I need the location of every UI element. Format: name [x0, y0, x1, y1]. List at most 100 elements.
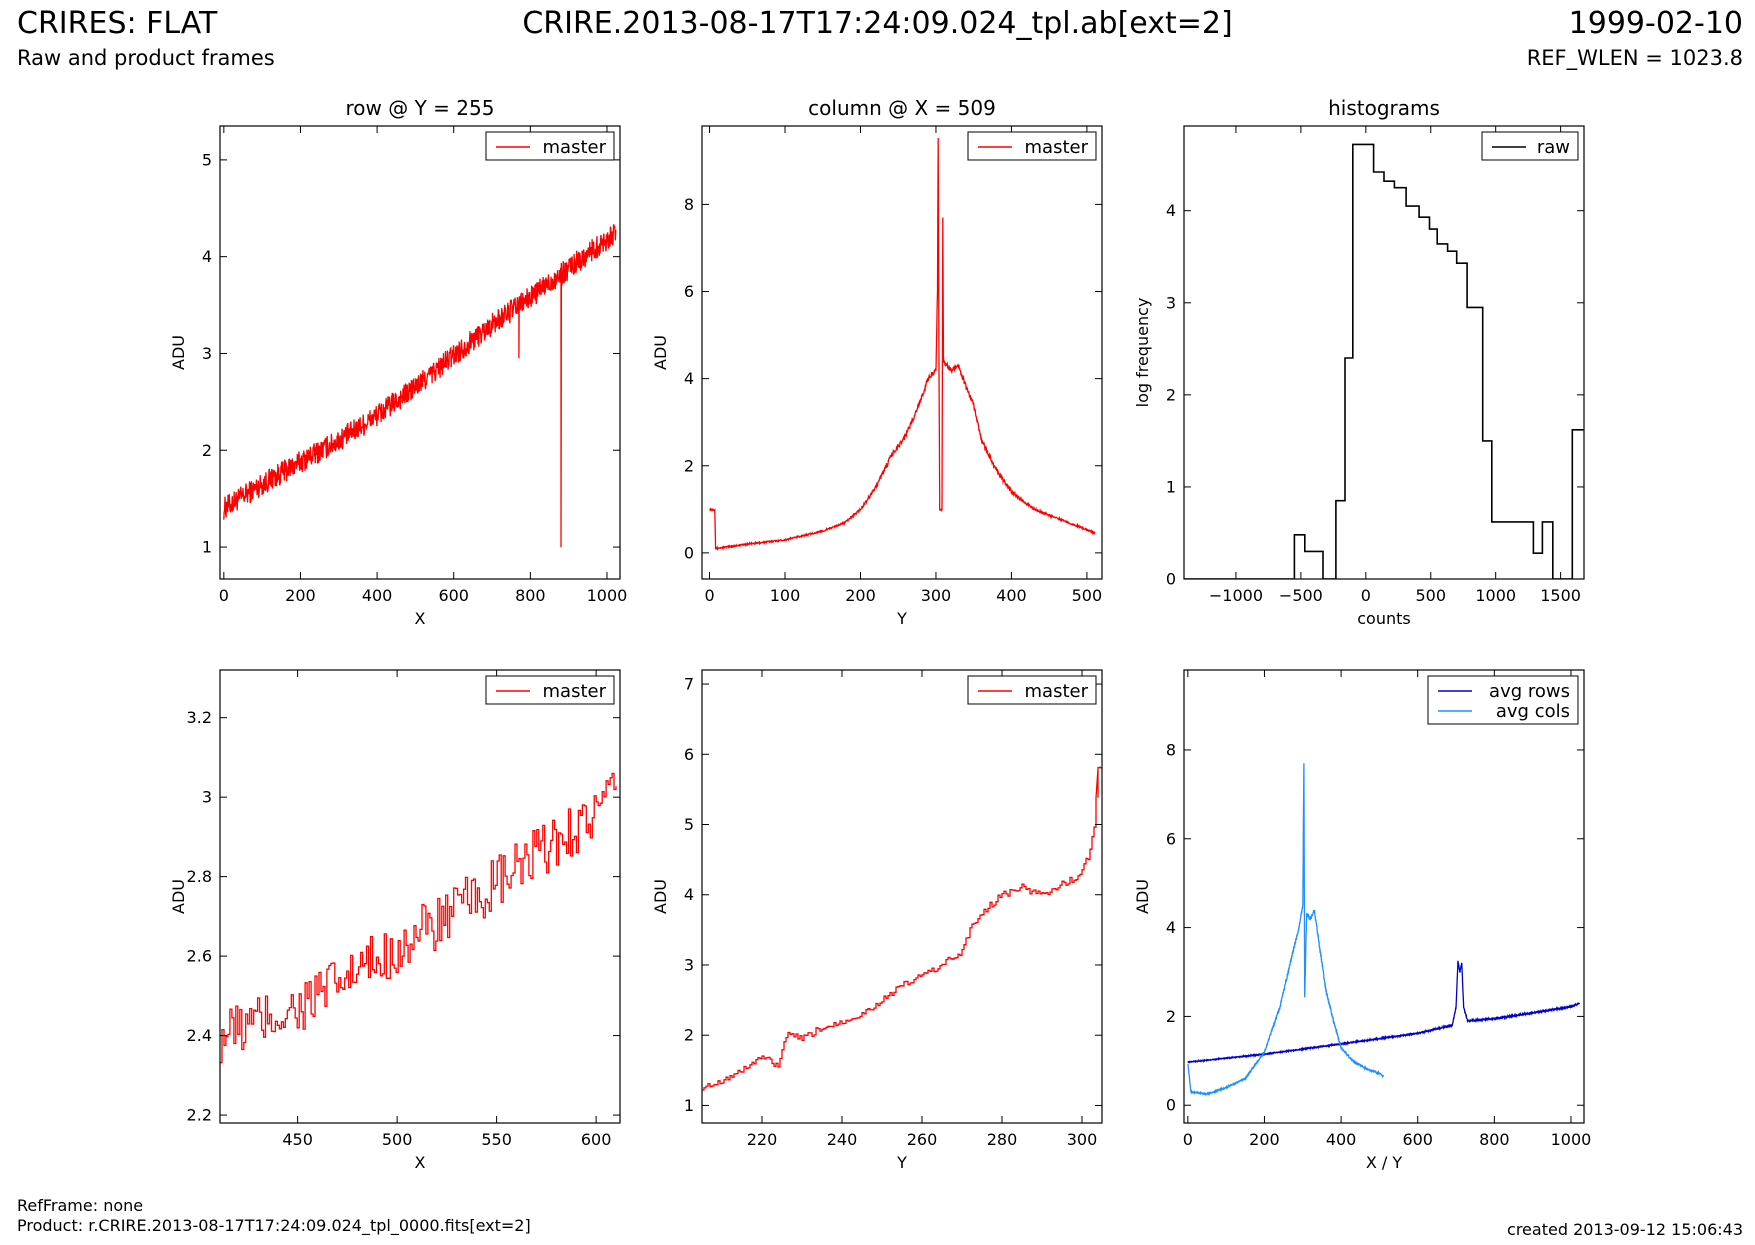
- plot-frame: [1183, 669, 1585, 1124]
- x-tick-label: 0: [1361, 586, 1371, 605]
- legend-entry: master: [543, 681, 607, 702]
- x-tick-label: −500: [1279, 586, 1323, 605]
- chart-title: histograms: [1328, 96, 1440, 120]
- y-tick-label: 1: [1166, 477, 1176, 496]
- y-tick-label: 2: [1166, 1007, 1176, 1026]
- y-tick-label: 3: [202, 344, 212, 363]
- date-title: 1999-02-10: [1568, 6, 1743, 41]
- x-tick-label: 550: [481, 1130, 512, 1149]
- x-tick-label: 300: [921, 586, 952, 605]
- y-tick-label: 4: [202, 247, 212, 266]
- x-tick-label: 200: [285, 586, 316, 605]
- series-master: [223, 224, 617, 548]
- series-avg-cols: [1187, 763, 1385, 1097]
- x-tick-label: 1000: [1475, 586, 1516, 605]
- legend: master: [485, 675, 615, 705]
- plot-frame: [219, 669, 621, 1124]
- y-tick-label: 5: [202, 150, 212, 169]
- ref-frame-label: RefFrame: none: [17, 1196, 144, 1215]
- x-tick-label: 400: [996, 586, 1027, 605]
- x-tick-label: 600: [1402, 1130, 1433, 1149]
- plot-frame: [1183, 125, 1585, 580]
- x-tick-label: 800: [515, 586, 546, 605]
- y-tick-label: 3.2: [187, 708, 212, 727]
- y-axis-label: ADU: [651, 879, 670, 914]
- instrument-title: CRIRES: FLAT: [17, 6, 218, 41]
- y-tick-label: 4: [1166, 918, 1176, 937]
- y-tick-label: 7: [684, 675, 694, 694]
- chart-title: row @ Y = 255: [346, 96, 495, 120]
- page-title: CRIRE.2013-08-17T17:24:09.024_tpl.ab[ext…: [522, 6, 1233, 41]
- series-master: [709, 137, 1096, 551]
- x-tick-label: 1500: [1540, 586, 1581, 605]
- y-tick-label: 3: [202, 788, 212, 807]
- y-tick-label: 8: [684, 195, 694, 214]
- x-tick-label: 100: [770, 586, 801, 605]
- created-label: created 2013-09-12 15:06:43: [1507, 1220, 1743, 1239]
- y-tick-label: 0: [1166, 570, 1176, 589]
- chart-col-full: column @ X = 509 0 100 200 300 400 500 0 2 4 6 8 Y AD…: [651, 96, 1103, 628]
- ref-wlen: REF_WLEN = 1023.8: [1526, 46, 1743, 70]
- y-axis-label: ADU: [651, 335, 670, 370]
- x-axis-label: X: [415, 1153, 426, 1172]
- x-axis-label: Y: [896, 609, 907, 628]
- y-tick-label: 0: [1166, 1096, 1176, 1115]
- series-master: [220, 772, 617, 1064]
- x-tick-label: 220: [747, 1130, 778, 1149]
- x-axis-label: X: [415, 609, 426, 628]
- x-tick-label: 0: [1183, 1130, 1193, 1149]
- x-tick-label: 1000: [1551, 1130, 1592, 1149]
- plot-frame: [701, 125, 1103, 580]
- y-tick-label: 1: [202, 538, 212, 557]
- x-tick-label: 1000: [587, 586, 628, 605]
- legend-entry: raw: [1537, 137, 1570, 158]
- y-axis-label: ADU: [169, 879, 188, 914]
- legend-entry: avg cols: [1496, 701, 1570, 722]
- x-tick-label: 400: [362, 586, 393, 605]
- y-tick-label: 2.2: [187, 1106, 212, 1125]
- y-tick-label: 2: [202, 441, 212, 460]
- y-axis-label: ADU: [1133, 879, 1152, 914]
- x-axis-label: counts: [1357, 609, 1410, 628]
- chart-title: column @ X = 509: [808, 96, 996, 120]
- x-tick-label: 500: [382, 1130, 413, 1149]
- y-tick-label: 6: [1166, 829, 1176, 848]
- x-tick-label: 280: [987, 1130, 1018, 1149]
- chart-histograms: histograms −1000 −500 0 500 1000 1500 0 1 2 3 4 coun…: [1133, 96, 1585, 628]
- x-tick-label: 600: [581, 1130, 612, 1149]
- y-tick-label: 3: [684, 955, 694, 974]
- legend-entry: master: [1025, 681, 1089, 702]
- y-tick-label: 6: [684, 282, 694, 301]
- subtitle: Raw and product frames: [17, 46, 275, 70]
- y-tick-label: 2.6: [187, 947, 212, 966]
- x-tick-label: 400: [1326, 1130, 1357, 1149]
- x-tick-label: 300: [1067, 1130, 1098, 1149]
- x-tick-label: 200: [1249, 1130, 1280, 1149]
- legend-entry: master: [1025, 137, 1089, 158]
- x-axis-label: Y: [896, 1153, 907, 1172]
- y-tick-label: 1: [684, 1096, 694, 1115]
- series-raw: [1184, 143, 1584, 579]
- legend: master: [485, 131, 615, 161]
- legend: raw: [1481, 131, 1579, 161]
- y-tick-label: 8: [1166, 740, 1176, 759]
- legend-entry: avg rows: [1489, 681, 1570, 702]
- y-tick-label: 2.4: [187, 1026, 212, 1045]
- legend-entry: master: [543, 137, 607, 158]
- x-tick-label: 600: [438, 586, 469, 605]
- x-axis-label: X / Y: [1366, 1153, 1403, 1172]
- x-tick-label: −1000: [1209, 586, 1263, 605]
- product-label: Product: r.CRIRE.2013-08-17T17:24:09.024…: [17, 1216, 531, 1235]
- y-tick-label: 5: [684, 815, 694, 834]
- series-avg-rows: [1187, 960, 1581, 1064]
- x-tick-label: 500: [1072, 586, 1103, 605]
- y-tick-label: 2: [684, 1026, 694, 1045]
- x-tick-label: 450: [282, 1130, 313, 1149]
- y-tick-label: 4: [684, 369, 694, 388]
- y-tick-label: 6: [684, 745, 694, 764]
- x-tick-label: 200: [845, 586, 876, 605]
- y-tick-label: 3: [1166, 293, 1176, 312]
- x-tick-label: 260: [907, 1130, 938, 1149]
